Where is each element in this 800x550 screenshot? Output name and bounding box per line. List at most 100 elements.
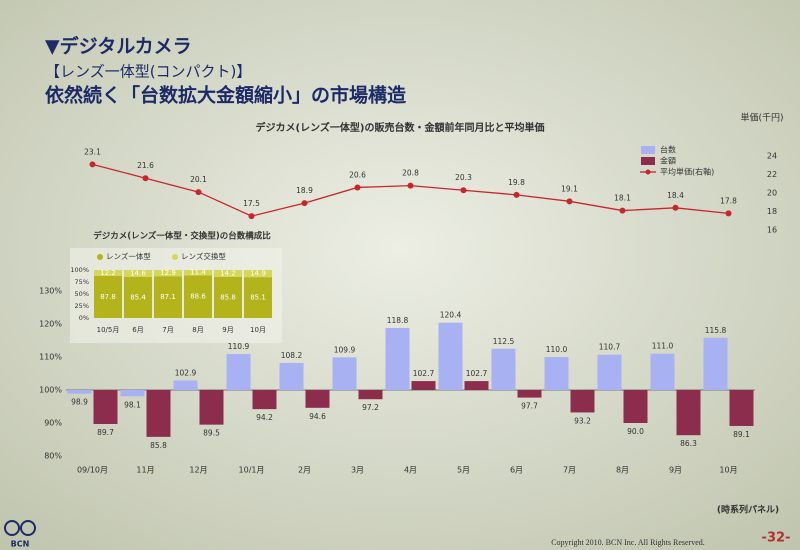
- line-marker: [619, 207, 626, 214]
- bar: [120, 390, 145, 397]
- data-label: 85.8: [220, 293, 236, 301]
- data-label: 85.8: [150, 441, 167, 450]
- bar: [544, 357, 569, 390]
- bar: [517, 390, 542, 398]
- x-tick-label: 2月: [298, 466, 311, 475]
- data-label: 87.8: [100, 293, 116, 301]
- data-label: 98.9: [71, 398, 88, 407]
- data-label: 14.2: [220, 269, 236, 277]
- data-label: 102.7: [413, 369, 435, 378]
- data-label: 110.9: [228, 342, 250, 351]
- x-tick-label: 11月: [136, 466, 154, 475]
- stacked-bar: [94, 275, 122, 318]
- bar: [491, 348, 516, 390]
- x-tick-label: 8月: [192, 326, 203, 334]
- x-tick-label: 10月: [250, 326, 266, 334]
- bar: [332, 357, 357, 390]
- x-tick-label: 9月: [222, 326, 233, 334]
- y2-tick-label: 18: [767, 207, 777, 216]
- data-label: 115.8: [705, 326, 727, 335]
- copyright: Copyright 2010. BCN Inc. All Rights Rese…: [551, 538, 705, 547]
- data-label: 97.2: [362, 403, 379, 412]
- bar: [226, 354, 251, 390]
- x-tick-label: 6月: [132, 326, 143, 334]
- x-tick-label: 10月: [719, 466, 737, 475]
- line-marker: [354, 184, 361, 191]
- data-label: 93.2: [574, 416, 591, 425]
- data-label: 89.5: [203, 429, 220, 438]
- page-number: -32-: [762, 531, 791, 546]
- line-marker: [513, 191, 520, 198]
- data-label: 86.3: [680, 439, 697, 448]
- data-label: 109.9: [334, 345, 356, 354]
- data-label: 18.4: [667, 191, 684, 200]
- data-label: 20.1: [190, 175, 207, 184]
- data-label: 112.5: [493, 337, 515, 346]
- x-tick-label: 3月: [351, 466, 364, 475]
- data-label: 89.7: [97, 428, 114, 437]
- line-marker: [142, 175, 149, 182]
- data-label: 20.8: [402, 169, 419, 178]
- stacked-bar: [244, 270, 272, 278]
- y-tick-label: 100%: [70, 266, 89, 274]
- x-tick-label: 6月: [510, 466, 523, 475]
- x-tick-label: 7月: [162, 326, 173, 334]
- y-tick-label: 75%: [75, 278, 89, 286]
- y2-tick-label: 22: [767, 170, 777, 179]
- y-tick-label: 130%: [39, 287, 62, 296]
- y-tick-label: 120%: [39, 320, 62, 329]
- x-tick-label: 12月: [189, 466, 207, 475]
- bar: [146, 390, 171, 437]
- data-label: 17.8: [720, 196, 737, 205]
- bar: [650, 353, 675, 390]
- legend-swatch: [172, 254, 178, 260]
- legend-label: 台数: [660, 145, 676, 155]
- data-label: 120.4: [440, 311, 462, 320]
- data-label: 12.9: [160, 269, 176, 277]
- legend-label: 金額: [660, 156, 676, 166]
- data-label: 110.7: [599, 343, 621, 352]
- logo-mark: [20, 520, 36, 536]
- stacked-bar: [184, 270, 212, 276]
- data-label: 20.3: [455, 173, 472, 182]
- line-marker: [195, 189, 202, 196]
- y2-tick-label: 16: [767, 226, 777, 235]
- data-label: 85.4: [130, 294, 146, 302]
- chart-title: デジカメ(レンズ一体型)の販売台数・金額前年同月比と平均単価: [256, 121, 545, 134]
- logo-text: BCN: [11, 540, 30, 549]
- bar: [305, 390, 330, 408]
- data-label: 111.0: [652, 342, 674, 351]
- y-tick-label: 0%: [79, 314, 89, 322]
- y2-tick-label: 20: [767, 189, 777, 198]
- legend-label: 平均単価(右軸): [660, 167, 714, 177]
- bar: [279, 362, 304, 390]
- stacked-bar: [124, 270, 152, 278]
- bar: [438, 322, 463, 390]
- bar: [93, 390, 118, 424]
- data-label: 11.4: [190, 269, 206, 277]
- y2-axis-title: 単価(千円): [740, 112, 783, 124]
- data-label: 98.1: [124, 400, 141, 409]
- line-marker: [89, 161, 96, 168]
- bar: [173, 380, 198, 390]
- y-tick-label: 110%: [39, 353, 62, 362]
- bar: [199, 390, 224, 425]
- note: (時系列パネル): [717, 504, 779, 516]
- data-label: 118.8: [387, 316, 409, 325]
- data-label: 89.1: [733, 430, 750, 439]
- stacked-bar: [214, 276, 242, 318]
- data-label: 90.0: [627, 427, 644, 436]
- slide-title: ▼デジタルカメラ: [45, 35, 192, 58]
- line-marker: [407, 182, 414, 189]
- data-label: 12.2: [100, 269, 116, 277]
- data-label: 20.6: [349, 170, 366, 179]
- bar: [411, 381, 436, 390]
- x-tick-label: 5月: [457, 466, 470, 475]
- x-tick-label: 10/5月: [97, 326, 120, 334]
- legend-swatch: [641, 157, 655, 165]
- stacked-bar: [184, 275, 212, 318]
- legend-label: レンズ交換型: [181, 251, 226, 261]
- stacked-bar: [154, 276, 182, 318]
- y-tick-label: 100%: [39, 386, 62, 395]
